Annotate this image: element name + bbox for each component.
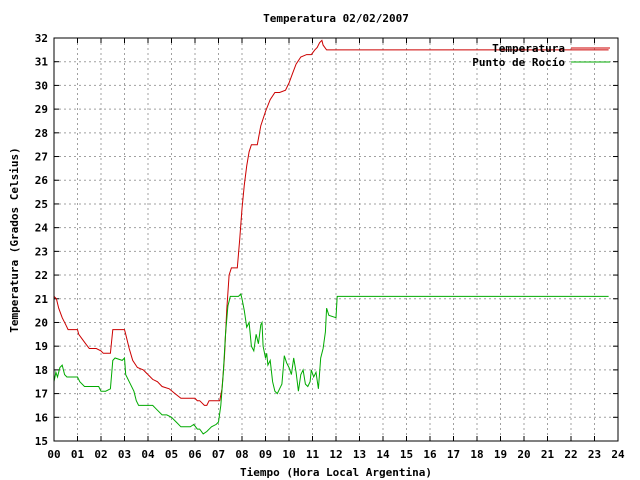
x-tick-label: 03 — [118, 448, 131, 461]
x-tick-label: 02 — [94, 448, 107, 461]
x-axis-ticks: 00 01 02 03 04 05 06 07 08 09 10 11 12 13 14 15 16 17 18 19… — [47, 38, 625, 461]
y-tick-label: 30 — [35, 79, 48, 92]
y-tick-label: 26 — [35, 174, 49, 187]
x-tick-label: 01 — [71, 448, 85, 461]
y-tick-label: 20 — [35, 316, 48, 329]
x-tick-label: 17 — [447, 448, 460, 461]
x-tick-label: 19 — [494, 448, 507, 461]
x-tick-label: 20 — [517, 448, 530, 461]
legend: Temperatura Punto de Rocío — [472, 42, 610, 69]
chart-title: Temperatura 02/02/2007 — [263, 12, 409, 25]
y-tick-label: 18 — [35, 364, 48, 377]
x-tick-label: 23 — [588, 448, 601, 461]
series-lines — [53, 39, 609, 435]
y-axis-ticks: 15 16 17 18 19 20 21 22 23 24 25 26 27 28 29 30 31 32 — [35, 32, 618, 448]
x-tick-label: 11 — [306, 448, 320, 461]
x-tick-label: 06 — [188, 448, 202, 461]
x-tick-label: 14 — [376, 448, 390, 461]
y-tick-label: 32 — [35, 32, 48, 45]
y-tick-label: 31 — [35, 56, 49, 69]
x-tick-label: 18 — [470, 448, 483, 461]
x-tick-label: 21 — [541, 448, 555, 461]
x-tick-label: 22 — [564, 448, 577, 461]
y-tick-label: 19 — [35, 340, 48, 353]
y-tick-label: 21 — [35, 293, 49, 306]
x-tick-label: 04 — [141, 448, 155, 461]
series-line-temperatura — [53, 39, 609, 406]
y-tick-label: 15 — [35, 435, 48, 448]
x-tick-label: 07 — [212, 448, 225, 461]
y-tick-label: 27 — [35, 151, 48, 164]
x-tick-label: 24 — [611, 448, 625, 461]
x-tick-label: 09 — [259, 448, 272, 461]
y-tick-label: 25 — [35, 198, 48, 211]
y-axis-label: Temperatura (Grados Celsius) — [8, 147, 21, 332]
x-axis-label: Tiempo (Hora Local Argentina) — [240, 466, 432, 479]
plot-frame — [53, 37, 619, 442]
x-tick-label: 10 — [282, 448, 295, 461]
y-tick-label: 28 — [35, 127, 48, 140]
y-tick-label: 22 — [35, 269, 48, 282]
y-tick-label: 17 — [35, 388, 48, 401]
x-tick-label: 15 — [400, 448, 413, 461]
series-line-punto-de-rocio — [53, 293, 609, 435]
y-tick-label: 29 — [35, 103, 48, 116]
legend-label-punto-de-rocio: Punto de Rocío — [472, 56, 565, 69]
x-tick-label: 08 — [235, 448, 248, 461]
x-tick-label: 00 — [47, 448, 60, 461]
y-tick-label: 23 — [35, 245, 48, 258]
x-tick-label: 12 — [329, 448, 342, 461]
x-tick-label: 05 — [165, 448, 178, 461]
y-tick-label: 16 — [35, 411, 49, 424]
x-tick-label: 16 — [423, 448, 437, 461]
y-tick-label: 24 — [35, 222, 49, 235]
legend-label-temperatura: Temperatura — [492, 42, 565, 55]
x-tick-label: 13 — [353, 448, 366, 461]
